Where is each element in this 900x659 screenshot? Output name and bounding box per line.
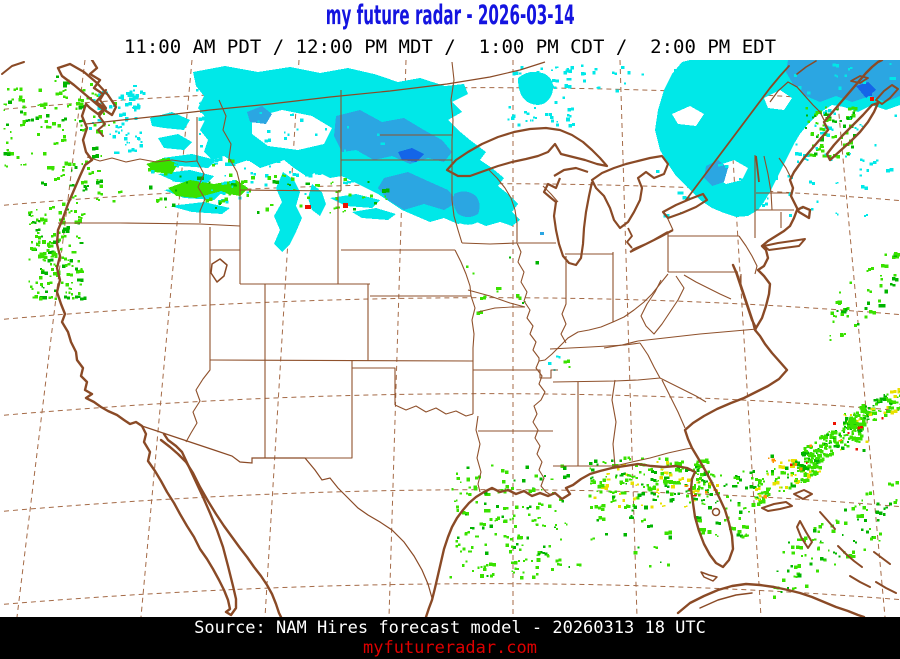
coastlines <box>1 60 899 617</box>
page-title: my future radar - 2026-03-14 <box>325 0 575 31</box>
great-salt-lake <box>210 258 228 283</box>
lake-superior <box>445 126 609 178</box>
weather-map <box>0 60 900 617</box>
cuba-inner <box>699 592 753 609</box>
us-radar-map-svg <box>0 60 900 617</box>
precip-moderate-layer <box>247 60 900 217</box>
haida-gwaii <box>1 61 25 75</box>
intensity-marker <box>866 90 872 96</box>
storm-markers <box>305 90 874 235</box>
international-borders <box>85 61 825 599</box>
intensity-marker <box>540 232 544 235</box>
nova-scotia <box>825 101 880 162</box>
website-link[interactable]: myfutureradar.com <box>363 638 537 658</box>
st-lawrence-river <box>685 65 790 201</box>
lake-ontario <box>661 192 709 220</box>
lake-huron <box>590 154 670 230</box>
pacific-coast-baja <box>55 60 238 617</box>
maine-quebec-border <box>769 81 825 121</box>
cape-breton <box>875 84 899 105</box>
long-island <box>763 238 806 251</box>
state-borders <box>58 61 794 496</box>
canada-border <box>85 61 546 125</box>
lake-erie <box>629 229 674 253</box>
lake-michigan <box>542 166 594 267</box>
great-lakes <box>210 126 760 517</box>
intensity-marker <box>305 205 311 209</box>
lake-champlain <box>755 155 760 183</box>
cuba-coast <box>676 582 866 617</box>
source-footer: Source: NAM Hires forecast model - 20260… <box>0 617 900 659</box>
precip-light-layer <box>150 60 900 252</box>
intensity-marker <box>343 203 348 208</box>
title-row: my future radar - 2026-03-14 <box>0 1 900 31</box>
mexico-mainland-coast <box>159 438 283 617</box>
bahamas-islands <box>761 489 897 594</box>
lake-okeechobee <box>711 507 721 517</box>
timezone-times-caption: 11:00 AM PDT / 12:00 PM MDT / 1:00 PM CD… <box>123 36 777 58</box>
mexico-border <box>141 425 433 599</box>
st-lawrence-north-shore <box>796 60 817 75</box>
intensity-marker <box>870 97 874 101</box>
vancouver-island <box>56 62 118 117</box>
prince-edward-island <box>850 75 869 84</box>
gulf-atlantic-coast <box>424 60 884 617</box>
source-text: Source: NAM Hires forecast model - 20260… <box>194 618 706 638</box>
puget-sound <box>96 88 108 138</box>
lake-st-clair <box>626 227 633 249</box>
florida-keys <box>700 571 718 582</box>
rain-speckle-layer <box>3 63 900 599</box>
